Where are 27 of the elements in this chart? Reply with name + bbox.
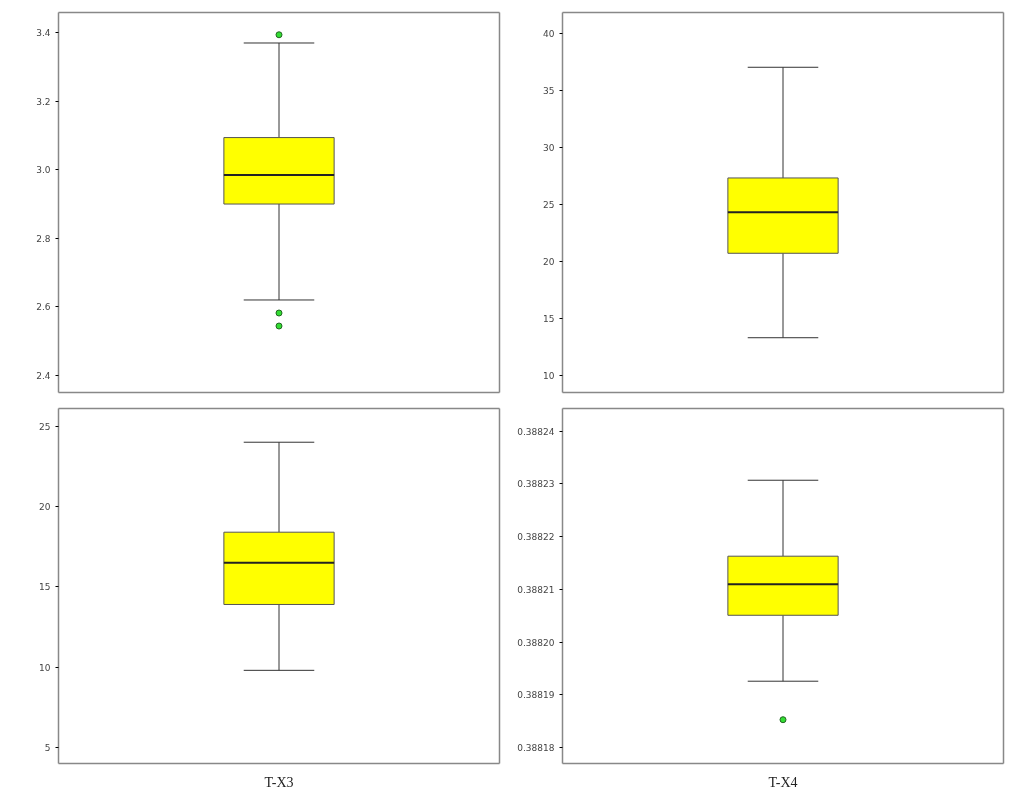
- y-tick-label: 25: [39, 421, 51, 432]
- y-tick-label: 20: [39, 501, 51, 512]
- x-tick-label: T-X3: [264, 774, 294, 790]
- y-tick-label: 5: [44, 742, 51, 753]
- y-tick-label: 30: [543, 142, 555, 153]
- y-tick-label: 15: [39, 582, 51, 593]
- y-tick-label: 35: [543, 85, 555, 96]
- y-tick-label: 0.38823: [517, 479, 555, 490]
- y-tick-label: 10: [39, 662, 51, 673]
- y-tick-label: 0.38820: [517, 637, 555, 648]
- y-tick-label: 10: [543, 370, 555, 381]
- y-tick-label: 0.38818: [517, 743, 555, 754]
- x-tick-label: T-X4: [768, 774, 798, 790]
- y-tick-label: 3.4: [36, 28, 51, 39]
- y-tick-label: 0.38824: [517, 426, 555, 437]
- y-tick-label: 0.38822: [517, 532, 555, 543]
- y-tick-label: 3.0: [36, 165, 51, 176]
- y-tick-label: 20: [543, 256, 555, 267]
- y-tick-label: 2.8: [36, 233, 51, 244]
- y-tick-label: 0.38821: [517, 584, 555, 595]
- y-tick-label: 25: [543, 199, 555, 210]
- y-tick-label: 40: [543, 28, 555, 39]
- y-tick-label: 15: [543, 313, 555, 324]
- y-tick-label: 2.6: [36, 302, 51, 313]
- y-tick-label: 3.2: [36, 96, 51, 107]
- y-tick-label: 0.38819: [517, 690, 555, 701]
- y-tick-label: 2.4: [36, 370, 51, 381]
